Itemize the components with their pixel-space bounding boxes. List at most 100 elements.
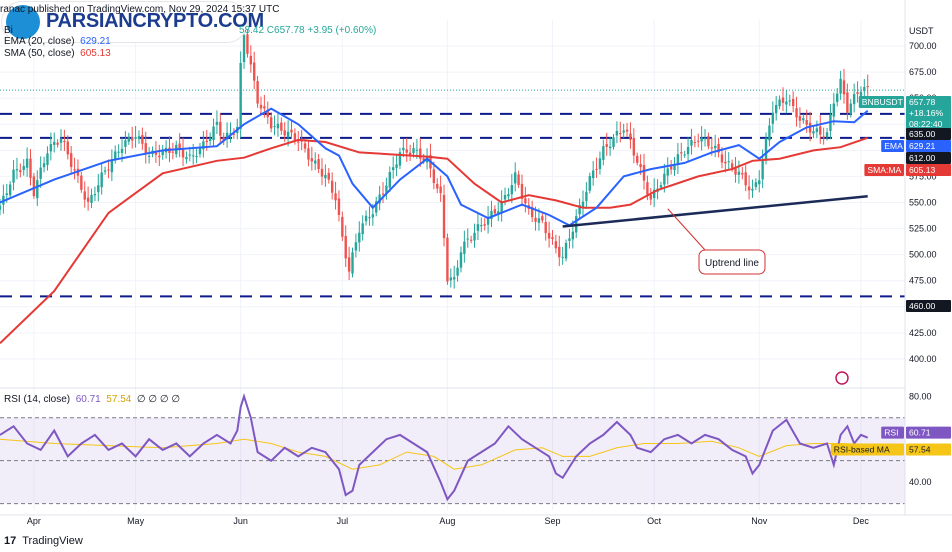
tradingview-brand: TradingView bbox=[22, 535, 83, 547]
smama-name-tag bbox=[864, 164, 904, 176]
price-tick-label: 425.00 bbox=[909, 328, 937, 338]
candle-body bbox=[839, 78, 842, 94]
rsi-ma-value: 57.54 bbox=[106, 394, 132, 405]
rsi-name-text: RSI-based MA bbox=[834, 444, 890, 454]
candle-body bbox=[836, 93, 839, 103]
candle-body bbox=[127, 136, 131, 142]
candle-body bbox=[758, 180, 761, 185]
candle-body bbox=[402, 147, 405, 151]
candle-body bbox=[781, 97, 785, 103]
candle-body bbox=[856, 92, 859, 94]
horizontal-levels bbox=[0, 89, 905, 298]
candle-body bbox=[659, 185, 663, 188]
rsi-legend: RSI (14, close) 60.71 57.54 ∅ ∅ ∅ ∅ bbox=[4, 394, 180, 405]
smama-value-text: 605.13 bbox=[909, 165, 936, 175]
candle-body bbox=[49, 144, 53, 152]
candle-body bbox=[253, 62, 256, 81]
candle-body bbox=[690, 139, 693, 146]
candle-body bbox=[22, 166, 25, 171]
candle-body bbox=[663, 173, 666, 185]
candle-body bbox=[303, 143, 307, 149]
candle-body bbox=[768, 125, 771, 141]
candle-body bbox=[317, 159, 320, 170]
candle-body bbox=[310, 158, 314, 162]
candle-body bbox=[144, 143, 147, 155]
candle-body bbox=[0, 205, 2, 210]
candle-body bbox=[195, 156, 198, 158]
candle-body bbox=[859, 91, 863, 96]
candle-body bbox=[12, 169, 15, 183]
candle-body bbox=[612, 137, 615, 147]
candle-body bbox=[391, 167, 395, 171]
time-tick-label: Aug bbox=[439, 516, 455, 526]
candle-body bbox=[649, 194, 652, 200]
candle-body bbox=[25, 158, 29, 168]
candle-body bbox=[314, 160, 317, 164]
candle-body bbox=[232, 133, 236, 135]
price-tags: 657.78+18.16%08:22:40 BNBUSDT 635.00 629.21… bbox=[830, 96, 951, 456]
smama-value-tag bbox=[906, 164, 951, 176]
candle-body bbox=[100, 172, 103, 188]
candle-body bbox=[490, 210, 493, 220]
candle-body bbox=[747, 186, 751, 191]
grid bbox=[0, 20, 905, 510]
rsi-value-tag bbox=[906, 443, 951, 456]
candle-body bbox=[395, 164, 398, 168]
candle-body bbox=[802, 118, 805, 121]
candle-body bbox=[486, 217, 490, 225]
uptrend-label: Uptrend line bbox=[705, 258, 759, 269]
candle-body bbox=[364, 215, 368, 222]
price-tick-label: 500.00 bbox=[909, 250, 937, 260]
candle-body bbox=[344, 236, 347, 259]
candle-body bbox=[134, 137, 137, 139]
candle-body bbox=[422, 158, 425, 161]
candle-body bbox=[205, 140, 208, 143]
candle-body bbox=[86, 197, 90, 202]
candle-body bbox=[330, 180, 334, 193]
candle-body bbox=[371, 214, 375, 218]
candle-body bbox=[83, 191, 86, 200]
bnbusdt-value-tag bbox=[906, 96, 951, 130]
candle-body bbox=[266, 109, 269, 118]
level-value-text: 460.00 bbox=[909, 301, 936, 311]
candle-body bbox=[564, 242, 568, 259]
candle-body bbox=[476, 224, 480, 231]
candle-body bbox=[117, 151, 120, 153]
candle-body bbox=[720, 154, 724, 163]
candle-body bbox=[361, 223, 364, 235]
rsi-extra: ∅ ∅ ∅ ∅ bbox=[136, 394, 181, 405]
candle-body bbox=[751, 188, 754, 191]
candle-body bbox=[710, 147, 713, 149]
currency-label: USDT bbox=[909, 26, 934, 36]
candle-body bbox=[219, 121, 222, 136]
candle-body bbox=[774, 104, 778, 114]
candle-body bbox=[239, 62, 242, 129]
candle-body bbox=[541, 216, 544, 221]
rsi-label: RSI (14, close) bbox=[4, 394, 71, 405]
candle-body bbox=[110, 160, 114, 173]
candle-body bbox=[707, 136, 710, 147]
candle-body bbox=[388, 171, 391, 188]
candle-body bbox=[825, 132, 829, 138]
candle-body bbox=[812, 131, 815, 134]
time-tick-label: Sep bbox=[544, 516, 560, 526]
candle-body bbox=[341, 216, 344, 237]
candle-body bbox=[791, 98, 795, 107]
candle-body bbox=[178, 143, 181, 149]
ema-value: 629.21 bbox=[80, 36, 111, 47]
rsi-tick-label: 40.00 bbox=[909, 477, 932, 487]
candle-body bbox=[619, 132, 622, 134]
candle-body bbox=[693, 142, 697, 144]
candle-body bbox=[608, 146, 612, 149]
candle-body bbox=[198, 147, 202, 155]
candle-body bbox=[307, 148, 310, 160]
candle-body bbox=[385, 185, 388, 194]
candle-body bbox=[5, 193, 8, 196]
candle-body bbox=[730, 163, 734, 169]
level-value-tag bbox=[906, 300, 951, 312]
candle-body bbox=[510, 185, 514, 195]
time-tick-label: May bbox=[127, 516, 145, 526]
candle-body bbox=[646, 182, 649, 195]
candle-body bbox=[290, 129, 293, 133]
candle-body bbox=[39, 167, 42, 179]
